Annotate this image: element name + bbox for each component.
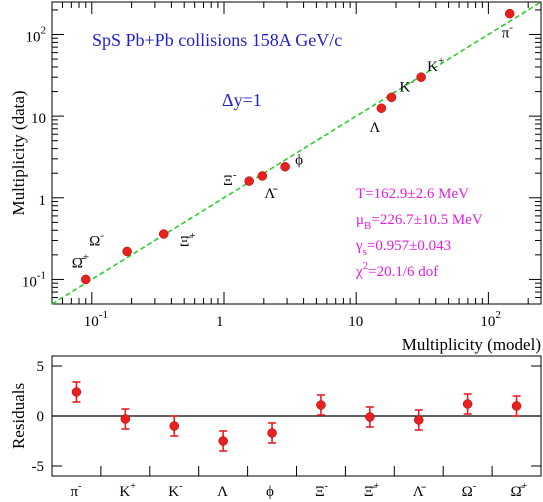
point-label: π-	[502, 22, 514, 42]
residuals-axis-label: Residuals	[9, 383, 28, 449]
residual-category-label: Λ̄	[413, 484, 427, 500]
point-label: Ω-	[89, 229, 104, 249]
y-tick-label: 1	[39, 193, 47, 209]
point-label: ϕ	[295, 153, 303, 169]
residual-point	[71, 387, 82, 397]
data-point	[158, 229, 169, 239]
residual-category-label: Ξ-	[315, 481, 328, 500]
fit-parameter: γs=0.957±0.043	[355, 238, 451, 258]
x-tick-label: 10-1	[84, 309, 108, 330]
residual-category-label: Ω-	[462, 481, 477, 500]
data-point	[122, 246, 132, 257]
residual-point	[120, 414, 131, 424]
residual-category-label: π-	[70, 481, 81, 500]
point-label: K+	[427, 55, 444, 75]
residual-y-tick-label: 0	[37, 409, 45, 425]
fit-parameter: μB=226.7±10.5 MeV	[356, 212, 483, 232]
y-axis-label: Multiplicity (data)	[9, 90, 28, 215]
residual-category-label: ϕ	[266, 484, 274, 500]
data-point	[386, 92, 397, 103]
chart-title: SpS Pb+Pb collisions 158A GeV/c	[92, 30, 342, 50]
data-point	[376, 103, 387, 113]
data-point	[257, 171, 268, 181]
fit-parameter: T=162.9±2.6 MeV	[356, 186, 469, 202]
residual-y-tick-label: 5	[37, 359, 45, 375]
data-point	[244, 176, 254, 186]
residual-category-label: Ξ̄+	[364, 481, 380, 500]
data-point	[80, 274, 91, 285]
x-tick-label: 102	[480, 309, 501, 330]
residual-point	[267, 428, 277, 438]
x-tick-label: 10	[348, 314, 363, 330]
fit-parameter: χ2=20.1/6 dof	[355, 260, 438, 280]
residual-point	[511, 401, 522, 411]
residual-point	[414, 415, 424, 425]
residual-point	[365, 412, 375, 422]
residual-y-tick-label: -5	[32, 459, 45, 475]
y-tick-label: 102	[26, 24, 47, 45]
point-label: Ξ̄+	[180, 230, 196, 250]
residual-point	[462, 399, 473, 409]
x-axis-label: Multiplicity (model)	[402, 335, 541, 354]
residual-point	[316, 400, 326, 410]
point-label: Λ	[369, 120, 380, 136]
data-point	[504, 8, 515, 19]
data-point	[416, 72, 426, 82]
chart-subtitle: Δy=1	[222, 90, 262, 110]
residual-category-label: Ω̄+	[511, 481, 528, 500]
residual-point	[169, 421, 179, 431]
residual-category-label: Λ	[217, 484, 228, 500]
point-label: Λ̄	[264, 186, 278, 202]
point-label: K-	[400, 75, 415, 95]
main-scatter-plot: 10-1 1 10 102 10-1 1 10 102 π- K+ K- Λϕ Λ̄ Ξ- Ξ̄+ Ω-Ω̄…	[9, 1, 542, 354]
y-tick-label: 10-1	[22, 269, 46, 290]
data-point	[280, 161, 290, 172]
y-tick-label: 10	[31, 111, 46, 127]
residual-point	[218, 436, 228, 446]
x-tick-label: 1	[216, 314, 224, 330]
main-plot-frame	[51, 1, 542, 305]
point-label: Ξ-	[223, 169, 237, 189]
point-label: Ω̄+	[72, 251, 89, 271]
residual-category-label: K-	[168, 481, 182, 500]
residual-category-label: K+	[119, 481, 136, 500]
